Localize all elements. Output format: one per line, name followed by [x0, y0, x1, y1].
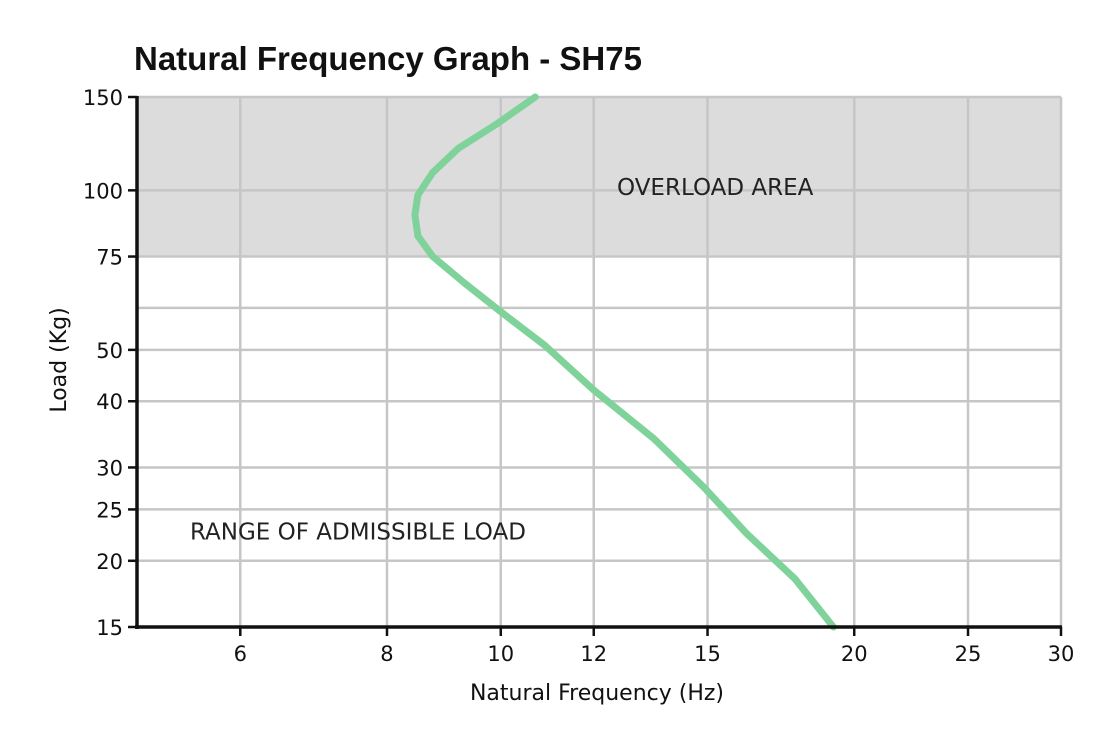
chart-series	[411, 93, 837, 631]
region-labels: OVERLOAD AREA RANGE OF ADMISSIBLE LOAD	[190, 175, 814, 546]
admissible-label: RANGE OF ADMISSIBLE LOAD	[190, 520, 526, 546]
x-tick-label-12: 12	[580, 642, 607, 666]
overload-region	[137, 97, 1061, 257]
x-axis-ticks: 6 8 10 12 15 20 25 30	[234, 627, 1075, 666]
y-tick-label-20: 20	[96, 550, 123, 574]
x-tick-label-8: 8	[380, 642, 393, 666]
y-tick-label-15: 15	[96, 616, 123, 640]
y-axis-ticks: 15 20 25 30 40 50 75 100 150	[83, 86, 137, 640]
x-tick-label-6: 6	[234, 642, 247, 666]
y-tick-label-75: 75	[96, 246, 123, 270]
overload-label: OVERLOAD AREA	[617, 175, 814, 201]
y-tick-label-100: 100	[83, 179, 123, 203]
y-tick-label-50: 50	[96, 339, 123, 363]
chart-title: Natural Frequency Graph - SH75	[134, 40, 642, 77]
chart-regions	[137, 97, 1061, 627]
x-tick-label-20: 20	[841, 642, 868, 666]
y-tick-label-25: 25	[96, 498, 123, 522]
x-tick-label-25: 25	[955, 642, 982, 666]
admissible-region	[137, 256, 1061, 627]
y-tick-label-150: 150	[83, 86, 123, 110]
series-line-sh75	[411, 93, 837, 631]
x-tick-label-15: 15	[694, 642, 721, 666]
y-tick-label-40: 40	[96, 390, 123, 414]
y-axis-label: Load (Kg)	[47, 307, 72, 412]
x-tick-label-10: 10	[487, 642, 514, 666]
x-axis-label: Natural Frequency (Hz)	[470, 681, 724, 706]
chart-grid	[135, 95, 1063, 629]
y-tick-label-30: 30	[96, 456, 123, 480]
x-tick-label-30: 30	[1048, 642, 1075, 666]
chart-axes	[135, 96, 1062, 629]
